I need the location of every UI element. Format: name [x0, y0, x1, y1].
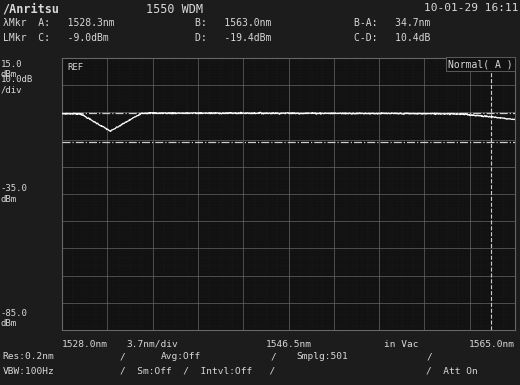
Text: D:   -19.4dBm: D: -19.4dBm	[195, 33, 271, 43]
Text: Res:0.2nm: Res:0.2nm	[3, 352, 55, 361]
Text: /  Sm:Off  /  Intvl:Off   /: / Sm:Off / Intvl:Off /	[120, 367, 275, 376]
Text: VBW:100Hz: VBW:100Hz	[3, 367, 55, 376]
Text: Normal( A ): Normal( A )	[448, 59, 513, 69]
Text: 1565.0nm: 1565.0nm	[469, 340, 515, 349]
Text: in Vac: in Vac	[384, 340, 419, 349]
Text: Smplg:501: Smplg:501	[296, 352, 348, 361]
Text: Avg:Off: Avg:Off	[161, 352, 201, 361]
Text: 1528.0nm: 1528.0nm	[62, 340, 108, 349]
Text: B:   1563.0nm: B: 1563.0nm	[195, 18, 271, 28]
Text: 10.0dB
/div: 10.0dB /div	[1, 75, 33, 95]
Text: /Anritsu: /Anritsu	[3, 3, 60, 16]
Text: /: /	[426, 352, 432, 361]
Text: -35.0
dBm: -35.0 dBm	[1, 184, 28, 204]
Text: /  Att On: / Att On	[426, 367, 478, 376]
Text: REF: REF	[67, 63, 83, 72]
Text: -85.0
dBm: -85.0 dBm	[1, 309, 28, 328]
Text: λMkr  A:   1528.3nm: λMkr A: 1528.3nm	[3, 18, 114, 28]
Text: C-D:   10.4dB: C-D: 10.4dB	[354, 33, 430, 43]
Text: 1550 WDM: 1550 WDM	[146, 3, 203, 16]
Text: LMkr  C:   -9.0dBm: LMkr C: -9.0dBm	[3, 33, 108, 43]
Text: B-A:   34.7nm: B-A: 34.7nm	[354, 18, 430, 28]
Text: 3.7nm/div: 3.7nm/div	[127, 340, 178, 349]
Text: /: /	[120, 352, 125, 361]
Text: /: /	[270, 352, 276, 361]
Text: 15.0
dBm: 15.0 dBm	[1, 60, 22, 79]
Text: 1546.5nm: 1546.5nm	[266, 340, 311, 349]
Text: 10-01-29 16:11: 10-01-29 16:11	[424, 3, 519, 13]
